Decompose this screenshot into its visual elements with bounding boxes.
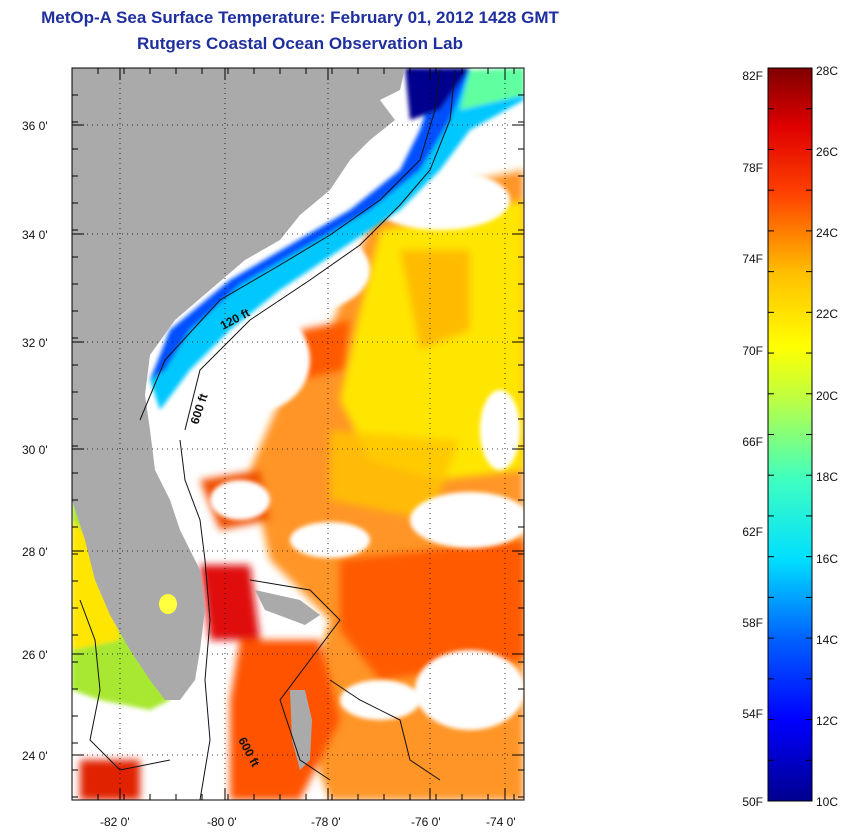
map-subtitle: Rutgers Coastal Ocean Observation Lab [137,34,463,53]
celsius-label: 18C [816,470,838,484]
map-frame [71,67,525,801]
colorbar-celsius-labels: 28C 26C 24C 22C 20C 18C 16C 14C 12C 10C [816,64,838,809]
lat-label: 34 0' [22,228,48,242]
lon-label: -76 0' [411,815,441,829]
celsius-label: 12C [816,714,838,728]
lat-label: 28 0' [22,545,48,559]
fahrenheit-label: 78F [742,161,763,175]
map-title: MetOp-A Sea Surface Temperature: Februar… [41,8,559,27]
fahrenheit-label: 70F [742,344,763,358]
celsius-label: 22C [816,307,838,321]
celsius-label: 14C [816,633,838,647]
lat-label: 30 0' [22,443,48,457]
sst-gulf-stream [330,200,524,520]
sst-south-warm [80,540,524,800]
bahamas-land [290,690,312,770]
celsius-label: 16C [816,552,838,566]
lat-label: 36 0' [22,119,48,133]
colorbar: 82F 78F 74F 70F 66F 62F 58F 54F 50F 28C … [742,64,838,809]
lon-label: -74 0' [486,815,516,829]
land-mass [72,68,405,700]
celsius-label: 20C [816,389,838,403]
colorbar-ticks [768,67,812,802]
bahamas-land-2 [255,590,320,625]
lon-label: -82 0' [100,815,130,829]
bathymetry-contours [79,69,456,800]
celsius-label: 26C [816,145,838,159]
map-area [72,68,524,800]
fahrenheit-label: 66F [742,435,763,449]
lake-okeechobee [159,594,177,614]
lat-label: 24 0' [22,749,48,763]
fahrenheit-label: 74F [742,252,763,266]
celsius-label: 10C [816,795,838,809]
lat-label: 26 0' [22,648,48,662]
fahrenheit-label: 58F [742,616,763,630]
colorbar-gradient [767,67,813,802]
lon-label: -78 0' [311,815,341,829]
fahrenheit-label: 82F [742,69,763,83]
colorbar-fahrenheit-labels: 82F 78F 74F 70F 66F 62F 58F 54F 50F [742,69,763,809]
graticule [72,68,524,800]
celsius-label: 24C [816,226,838,240]
latitude-labels: 36 0' 34 0' 32 0' 30 0' 28 0' 26 0' 24 0… [22,119,48,763]
fahrenheit-label: 50F [742,795,763,809]
longitude-labels: -82 0' -80 0' -78 0' -76 0' -74 0' [100,815,516,829]
lon-label: -80 0' [207,815,237,829]
fahrenheit-label: 62F [742,525,763,539]
fahrenheit-label: 54F [742,707,763,721]
celsius-label: 28C [816,64,838,78]
axis-ticks [72,68,524,800]
lat-label: 32 0' [22,336,48,350]
